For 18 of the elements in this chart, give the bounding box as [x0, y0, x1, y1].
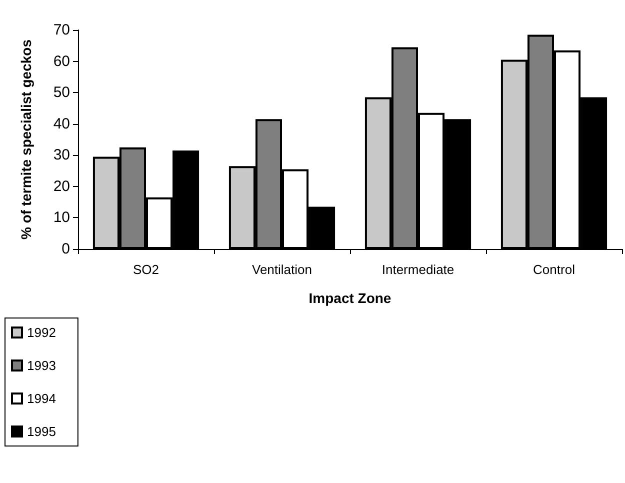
- x-tick-label: SO2: [132, 262, 160, 277]
- y-tick-label: 40: [53, 115, 70, 132]
- x-tick-label: Control: [533, 262, 576, 277]
- legend-label: 1992: [27, 325, 56, 340]
- y-axis-title: % of termite specialist geckos: [18, 39, 34, 240]
- legend-label: 1994: [27, 391, 56, 406]
- x-axis-title: Impact Zone: [308, 290, 392, 306]
- y-tick-label: 50: [53, 84, 70, 102]
- x-tick-label: Ventilation: [252, 262, 312, 277]
- y-tick-label: 70: [53, 22, 70, 38]
- y-tick-label: 60: [53, 52, 70, 70]
- y-tick-label: 30: [53, 146, 70, 164]
- legend-label: 1993: [27, 358, 56, 373]
- x-tick-label: Intermediate: [382, 262, 454, 277]
- y-tick-label: 20: [53, 178, 70, 195]
- y-tick-label: 10: [53, 209, 70, 226]
- y-tick-label: 0: [62, 240, 70, 258]
- legend-label: 1995: [27, 424, 56, 439]
